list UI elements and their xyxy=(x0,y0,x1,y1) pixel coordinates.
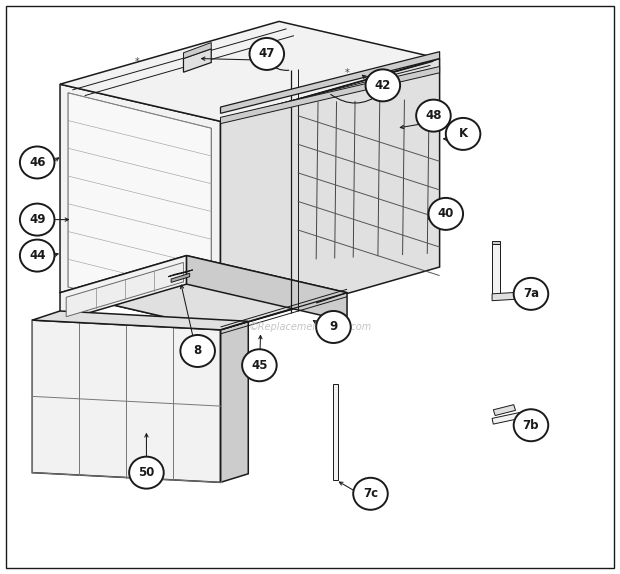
Circle shape xyxy=(20,204,55,235)
Circle shape xyxy=(416,100,451,131)
Polygon shape xyxy=(184,49,211,72)
Polygon shape xyxy=(492,410,533,424)
Text: K: K xyxy=(459,127,467,141)
Text: 50: 50 xyxy=(138,466,154,479)
Text: *: * xyxy=(135,57,140,67)
Circle shape xyxy=(514,278,548,310)
Text: 8: 8 xyxy=(193,344,202,358)
Text: 42: 42 xyxy=(374,79,391,92)
Circle shape xyxy=(353,478,388,510)
Polygon shape xyxy=(32,320,221,482)
Polygon shape xyxy=(492,241,500,244)
Polygon shape xyxy=(492,292,529,301)
Circle shape xyxy=(249,38,284,70)
Circle shape xyxy=(180,335,215,367)
Polygon shape xyxy=(184,42,211,59)
Text: 49: 49 xyxy=(29,213,45,226)
Polygon shape xyxy=(221,59,440,330)
Circle shape xyxy=(20,146,55,179)
Polygon shape xyxy=(492,244,500,294)
Polygon shape xyxy=(221,321,248,482)
Polygon shape xyxy=(334,384,339,480)
Text: 7a: 7a xyxy=(523,288,539,300)
Polygon shape xyxy=(60,255,187,321)
Polygon shape xyxy=(171,273,190,282)
Text: 48: 48 xyxy=(425,109,441,122)
Circle shape xyxy=(20,239,55,272)
Polygon shape xyxy=(60,255,347,330)
Polygon shape xyxy=(60,84,221,330)
Polygon shape xyxy=(187,255,347,321)
Text: 46: 46 xyxy=(29,156,45,169)
Text: 47: 47 xyxy=(259,48,275,60)
Polygon shape xyxy=(221,67,440,123)
Circle shape xyxy=(242,349,277,381)
Polygon shape xyxy=(221,52,440,113)
Text: 45: 45 xyxy=(251,359,268,372)
Circle shape xyxy=(316,311,351,343)
Text: 9: 9 xyxy=(329,320,337,333)
Circle shape xyxy=(366,69,400,102)
Polygon shape xyxy=(68,93,211,323)
Polygon shape xyxy=(494,405,516,416)
Polygon shape xyxy=(168,270,193,277)
Circle shape xyxy=(129,457,164,488)
Text: 44: 44 xyxy=(29,249,45,262)
Polygon shape xyxy=(66,262,184,317)
Polygon shape xyxy=(32,311,248,330)
Text: 40: 40 xyxy=(438,207,454,220)
Text: *: * xyxy=(345,68,350,77)
Text: 7b: 7b xyxy=(523,419,539,432)
Text: ©ReplacementParts.com: ©ReplacementParts.com xyxy=(249,322,371,332)
Circle shape xyxy=(428,198,463,230)
Circle shape xyxy=(446,118,480,150)
Polygon shape xyxy=(60,21,440,121)
Text: 7c: 7c xyxy=(363,487,378,501)
Circle shape xyxy=(514,409,548,441)
